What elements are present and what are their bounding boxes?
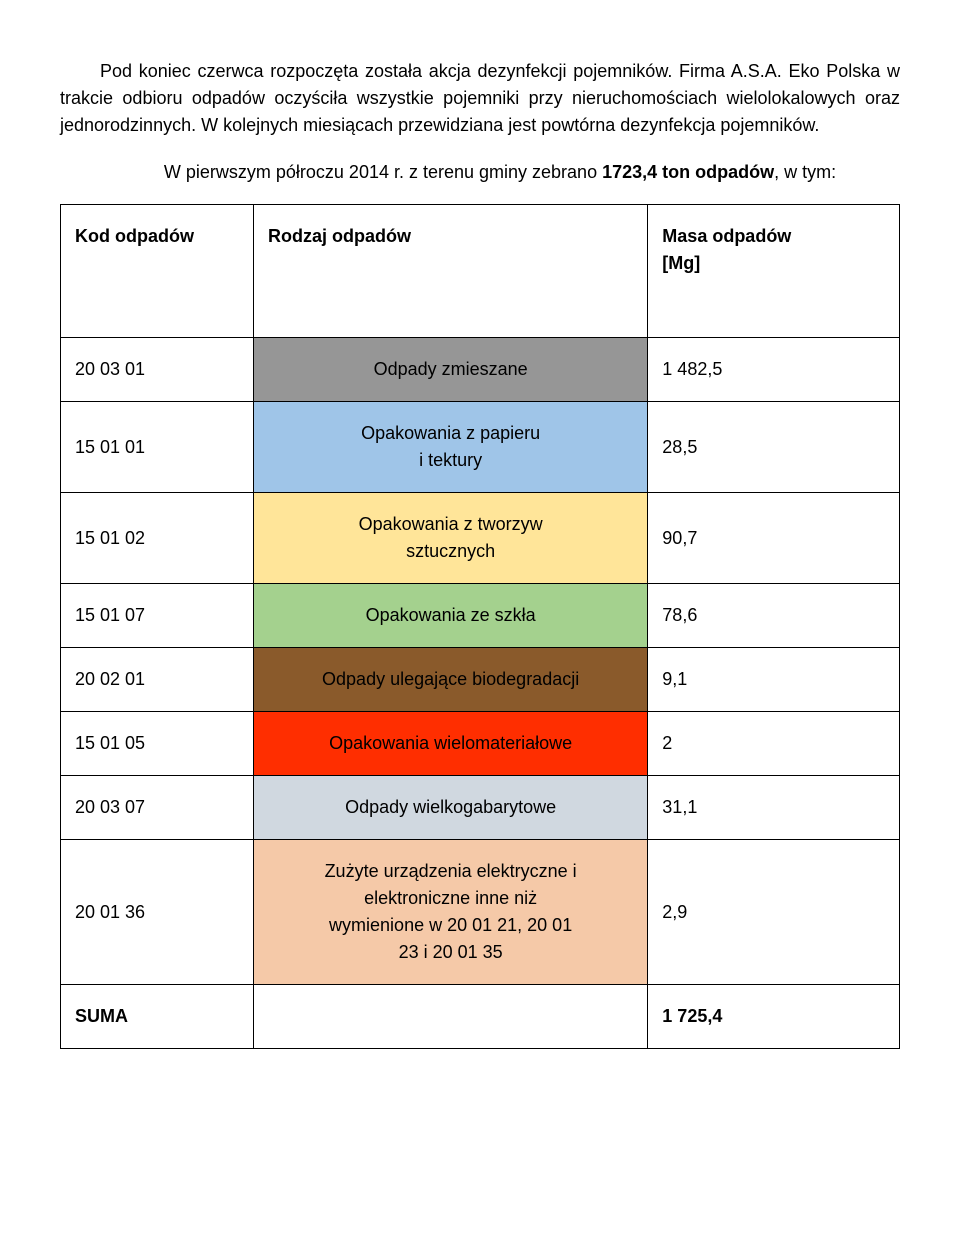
- row-masa: 2: [648, 712, 900, 776]
- table-header-row: Kod odpadów Rodzaj odpadów Masa odpadów …: [61, 205, 900, 338]
- row-masa: 31,1: [648, 776, 900, 840]
- table-row: 20 01 36Zużyte urządzenia elektryczne ie…: [61, 840, 900, 985]
- header-kod: Kod odpadów: [61, 205, 254, 338]
- lead-pre: W pierwszym półroczu 2014 r. z terenu gm…: [164, 162, 602, 182]
- row-kod: 15 01 07: [61, 584, 254, 648]
- row-rodzaj: Opakowania z tworzywsztucznych: [253, 493, 647, 584]
- row-rodzaj: Odpady wielkogabarytowe: [253, 776, 647, 840]
- header-rodzaj: Rodzaj odpadów: [253, 205, 647, 338]
- table-row: 20 03 07Odpady wielkogabarytowe31,1: [61, 776, 900, 840]
- table-sum-row: SUMA 1 725,4: [61, 985, 900, 1049]
- row-rodzaj: Opakowania ze szkła: [253, 584, 647, 648]
- waste-table: Kod odpadów Rodzaj odpadów Masa odpadów …: [60, 204, 900, 1049]
- header-masa-line1: Masa odpadów: [662, 226, 791, 246]
- header-masa-line2: [Mg]: [662, 253, 700, 273]
- row-rodzaj: Zużyte urządzenia elektryczne ielektroni…: [253, 840, 647, 985]
- row-kod: 15 01 01: [61, 402, 254, 493]
- table-row: 15 01 07Opakowania ze szkła78,6: [61, 584, 900, 648]
- row-masa: 90,7: [648, 493, 900, 584]
- row-kod: 15 01 05: [61, 712, 254, 776]
- row-kod: 20 02 01: [61, 648, 254, 712]
- table-row: 20 03 01Odpady zmieszane1 482,5: [61, 338, 900, 402]
- row-rodzaj: Odpady ulegające biodegradacji: [253, 648, 647, 712]
- row-masa: 78,6: [648, 584, 900, 648]
- intro-paragraph: Pod koniec czerwca rozpoczęta została ak…: [60, 58, 900, 139]
- lead-post: , w tym:: [774, 162, 836, 182]
- lead-bold: 1723,4 ton odpadów: [602, 162, 774, 182]
- row-masa: 28,5: [648, 402, 900, 493]
- row-masa: 1 482,5: [648, 338, 900, 402]
- table-row: 15 01 02Opakowania z tworzywsztucznych90…: [61, 493, 900, 584]
- table-row: 15 01 01Opakowania z papierui tektury28,…: [61, 402, 900, 493]
- sum-label: SUMA: [61, 985, 254, 1049]
- lead-paragraph: W pierwszym półroczu 2014 r. z terenu gm…: [60, 159, 900, 186]
- row-rodzaj: Opakowania wielomateriałowe: [253, 712, 647, 776]
- sum-empty: [253, 985, 647, 1049]
- row-rodzaj: Odpady zmieszane: [253, 338, 647, 402]
- row-rodzaj: Opakowania z papierui tektury: [253, 402, 647, 493]
- row-kod: 20 03 01: [61, 338, 254, 402]
- table-body: 20 03 01Odpady zmieszane1 482,515 01 01O…: [61, 338, 900, 985]
- row-kod: 20 03 07: [61, 776, 254, 840]
- table-row: 15 01 05Opakowania wielomateriałowe2: [61, 712, 900, 776]
- header-masa: Masa odpadów [Mg]: [648, 205, 900, 338]
- table-row: 20 02 01Odpady ulegające biodegradacji9,…: [61, 648, 900, 712]
- row-masa: 2,9: [648, 840, 900, 985]
- row-kod: 20 01 36: [61, 840, 254, 985]
- row-kod: 15 01 02: [61, 493, 254, 584]
- sum-value: 1 725,4: [648, 985, 900, 1049]
- row-masa: 9,1: [648, 648, 900, 712]
